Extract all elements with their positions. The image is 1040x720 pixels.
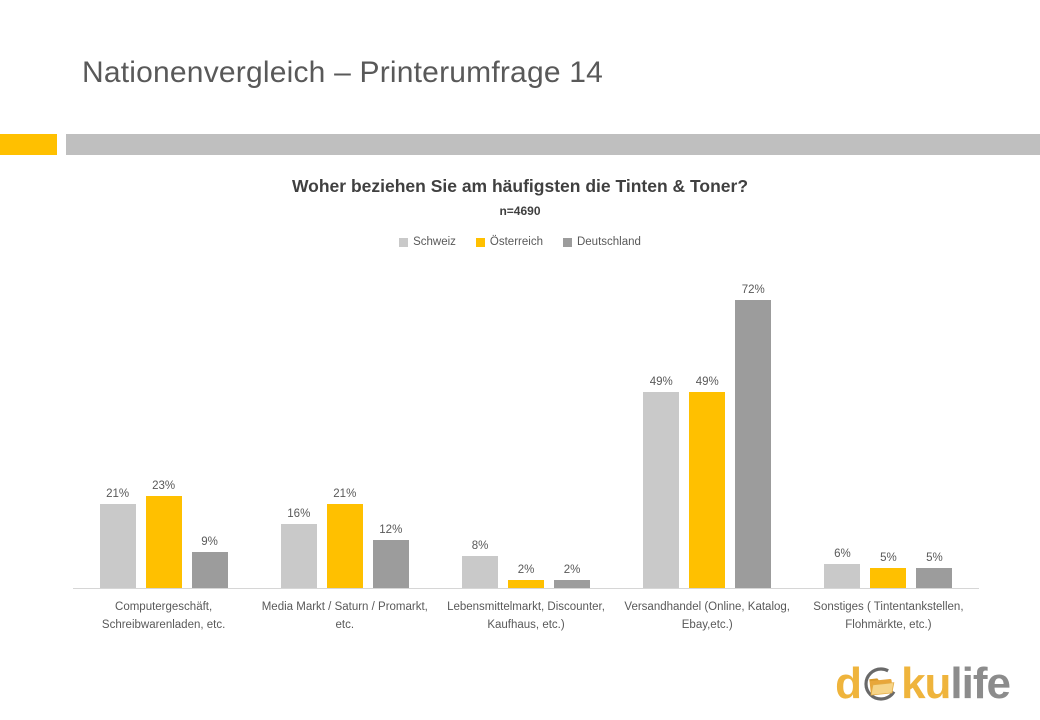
bar-wrap: 16% bbox=[280, 508, 317, 588]
bar-schweiz bbox=[462, 556, 498, 588]
logo-text-d: d bbox=[835, 659, 862, 708]
legend-swatch-deutschland bbox=[562, 237, 572, 247]
bar-value-label: 16% bbox=[287, 508, 311, 520]
bar-wrap: 49% bbox=[643, 376, 680, 588]
bar-group-4: 49% 49% 72% bbox=[617, 284, 798, 588]
logo-text-ku: ku bbox=[901, 659, 951, 708]
bar-value-label: 5% bbox=[880, 552, 897, 564]
bar-österreich bbox=[689, 392, 726, 588]
accent-band-yellow bbox=[0, 134, 57, 155]
bar-wrap: 12% bbox=[372, 524, 409, 588]
bar-deutschland bbox=[191, 552, 228, 588]
bar-schweiz bbox=[280, 524, 317, 588]
bar-österreich bbox=[326, 504, 363, 588]
bar-value-label: 12% bbox=[379, 524, 403, 536]
bar-value-label: 72% bbox=[741, 284, 765, 296]
bar-group-2: 16% 21% 12% bbox=[254, 488, 435, 588]
bar-schweiz bbox=[824, 564, 861, 588]
bar-value-label: 23% bbox=[152, 480, 176, 492]
chart-category-axis: Computergeschäft, Schreibwarenladen, etc… bbox=[73, 599, 979, 635]
legend-swatch-österreich bbox=[475, 237, 485, 247]
bar-wrap: 8% bbox=[462, 540, 498, 588]
bar-value-label: 21% bbox=[106, 488, 130, 500]
bar-österreich bbox=[145, 496, 182, 588]
bar-schweiz bbox=[643, 392, 680, 588]
bar-wrap: 23% bbox=[145, 480, 182, 588]
bar-wrap: 9% bbox=[191, 536, 228, 588]
accent-band-gray bbox=[66, 134, 1040, 155]
legend-item-schweiz: Schweiz bbox=[399, 236, 456, 248]
bar-value-label: 5% bbox=[926, 552, 943, 564]
bar-wrap: 2% bbox=[554, 564, 590, 588]
bar-wrap: 21% bbox=[99, 488, 136, 588]
bar-wrap: 5% bbox=[870, 552, 907, 588]
bar-group-5: 6% 5% 5% bbox=[798, 548, 979, 588]
bar-deutschland bbox=[372, 540, 409, 588]
legend-swatch-schweiz bbox=[399, 237, 409, 247]
legend-label: Schweiz bbox=[413, 236, 456, 248]
chart-legend: Schweiz Österreich Deutschland bbox=[0, 236, 1040, 248]
bar-österreich bbox=[870, 568, 907, 588]
bar-value-label: 6% bbox=[834, 548, 851, 560]
category-label-4: Versandhandel (Online, Katalog, Ebay,etc… bbox=[624, 601, 790, 631]
chart-plot-area: 21% 23% 9% 16% 21% 12% 8% 2% 2% 49% 49% 72% 6% 5% 5% bbox=[73, 269, 979, 589]
bar-value-label: 8% bbox=[471, 540, 489, 552]
bar-group-1: 21% 23% 9% bbox=[73, 480, 254, 588]
legend-item-deutschland: Deutschland bbox=[562, 236, 641, 248]
folder-sync-icon bbox=[862, 665, 900, 703]
legend-label: Deutschland bbox=[576, 236, 641, 248]
legend-label: Österreich bbox=[489, 236, 543, 248]
bar-value-label: 9% bbox=[201, 536, 218, 548]
category-label-1: Computergeschäft, Schreibwarenladen, etc… bbox=[101, 601, 226, 631]
category-label-5: Sonstiges ( Tintentankstellen, Flohmärkt… bbox=[813, 601, 964, 631]
category-label-3: Lebensmittelmarkt, Discounter, Kaufhaus,… bbox=[447, 601, 605, 631]
bar-wrap: 72% bbox=[735, 284, 772, 588]
bar-value-label: 2% bbox=[517, 564, 535, 576]
bar-österreich bbox=[508, 580, 544, 588]
bar-wrap: 49% bbox=[689, 376, 726, 588]
bar-group-3: 8% 2% 2% bbox=[435, 540, 616, 588]
bar-wrap: 2% bbox=[508, 564, 544, 588]
chart-subtitle: n=4690 bbox=[499, 204, 541, 218]
dokulife-logo: d ku life bbox=[835, 659, 1011, 708]
logo-text-life: life bbox=[950, 659, 1011, 708]
bar-deutschland bbox=[916, 568, 953, 588]
bar-value-label: 21% bbox=[333, 488, 357, 500]
slide-title: Nationenvergleich – Printerumfrage 14 bbox=[82, 56, 604, 89]
bar-value-label: 2% bbox=[563, 564, 581, 576]
bar-deutschland bbox=[735, 300, 772, 588]
bar-wrap: 6% bbox=[824, 548, 861, 588]
category-label-2: Media Markt / Saturn / Promarkt, etc. bbox=[261, 601, 428, 631]
chart-title: Woher beziehen Sie am häufigsten die Tin… bbox=[291, 176, 749, 196]
bar-schweiz bbox=[99, 504, 136, 588]
bar-value-label: 49% bbox=[649, 376, 673, 388]
bar-value-label: 49% bbox=[695, 376, 719, 388]
legend-item-österreich: Österreich bbox=[475, 236, 543, 248]
bar-wrap: 5% bbox=[916, 552, 953, 588]
bar-deutschland bbox=[554, 580, 590, 588]
bar-wrap: 21% bbox=[326, 488, 363, 588]
